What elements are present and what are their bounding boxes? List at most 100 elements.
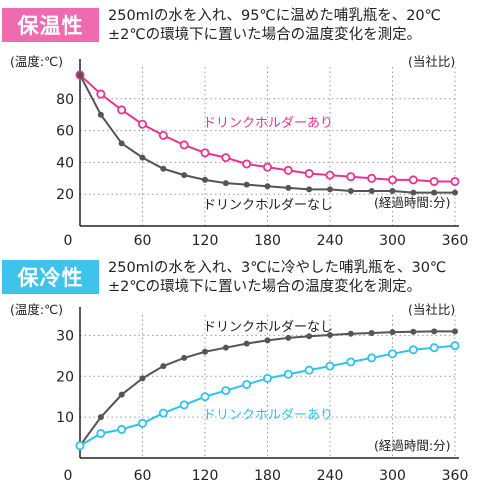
data-point [387,349,397,359]
data-point [200,392,210,402]
cold-retention-description: 250mlの水を入れ、3℃に冷やした哺乳瓶を、30℃ ±2℃の環境下に置いた場合… [108,259,446,297]
y-tick-label: 20 [56,369,74,385]
x-tick-label: 360 [442,233,469,247]
data-point [221,153,231,163]
x-tick-label: 360 [442,468,469,484]
heat-desc-line2: ±2℃の環境下に置いた場合の温度変化を測定。 [108,27,422,43]
series-label: ドリンクホルダーあり [203,116,333,131]
y-tick-label: 30 [56,328,74,344]
data-point [306,333,313,340]
heat-retention-badge: 保温性 [2,8,99,42]
data-point [262,373,272,383]
x-tick-label: 120 [192,233,219,247]
y-axis-label: (温度:℃) [10,302,63,317]
data-point [450,176,460,186]
y-tick-label: 10 [56,410,74,426]
data-point [431,328,438,335]
data-point [117,424,127,434]
x-tick-label: 60 [134,233,152,247]
data-point [139,375,146,382]
data-point [327,332,333,339]
data-point [452,189,458,196]
x-tick-label: 300 [379,468,406,484]
data-point [306,186,313,193]
cold-desc-line2: ±2℃の環境下に置いた場合の温度変化を測定。 [108,279,422,295]
data-point [75,441,85,451]
data-point [327,186,333,193]
data-point [346,172,356,182]
heat-retention-description: 250mlの水を入れ、95℃に温めた哺乳瓶を、20℃ ±2℃の環境下に置いた場合… [108,7,441,45]
x-tick-label: 60 [134,468,152,484]
data-point [117,105,127,115]
y-tick-label: 40 [56,155,74,171]
data-point [137,418,147,428]
series-label: ドリンクホルダーなし [203,320,333,335]
data-point [285,184,292,191]
y-tick-label: 20 [56,187,74,203]
data-point [368,188,375,195]
heat-desc-line1: 250mlの水を入れ、95℃に温めた哺乳瓶を、20℃ [108,8,441,24]
corner-note: (当社比) [408,54,455,69]
data-point [387,175,397,185]
heat-retention-chart: 0 60 120 180 240 300 360 20 40 60 80 (温度:℃) (当社比) (経過… [10,54,469,247]
data-point [202,176,208,183]
y-axis-label: (温度:℃) [10,54,63,69]
data-point [367,353,377,363]
data-point [139,154,146,161]
data-point [285,334,292,341]
data-point [137,119,147,129]
data-point [429,176,439,186]
y-tick-label: 80 [56,92,74,108]
data-point [452,328,458,335]
data-point [264,337,271,344]
data-point [158,408,168,418]
data-point [450,341,460,351]
data-point [96,89,106,99]
data-point [325,170,335,180]
data-point [160,165,167,172]
x-tick-label: 240 [317,468,344,484]
data-point [118,140,125,147]
data-point [97,414,104,421]
data-point [408,345,418,355]
data-point [347,188,354,195]
data-point [389,329,396,336]
series-line [79,74,455,194]
data-point [283,369,293,379]
data-point [242,379,252,389]
data-point [179,140,189,150]
data-point [118,391,125,398]
data-point [181,172,188,179]
data-point [408,175,418,185]
x-tick-label: 180 [254,233,281,247]
data-point [283,165,293,175]
x-tick-label: 240 [317,233,344,247]
data-point [389,188,396,195]
x-axis-label: (経過時間:分) [374,195,450,210]
cold-desc-line1: 250mlの水を入れ、3℃に冷やした哺乳瓶を、30℃ [108,260,447,276]
data-point [346,357,356,367]
data-point [160,363,167,370]
data-point [304,169,314,179]
data-point [200,148,210,158]
y-tick-label: 60 [56,124,74,140]
data-point [367,173,377,183]
x-tick-label: 0 [64,233,73,247]
cold-retention-badge: 保冷性 [2,260,99,294]
data-point [158,130,168,140]
data-point [96,428,106,438]
data-point [431,189,438,196]
data-point [410,328,417,335]
data-point [222,344,229,351]
series-label: ドリンクホルダーあり [203,408,333,423]
data-point [222,180,229,187]
x-tick-label: 180 [254,468,281,484]
data-point [202,348,208,355]
data-point [368,329,375,336]
corner-note: (当社比) [408,302,455,317]
x-tick-label: 120 [192,468,219,484]
x-axis-label: (経過時間:分) [374,438,450,453]
data-point [77,71,83,78]
x-tick-label: 0 [64,468,73,484]
data-point [221,386,231,396]
